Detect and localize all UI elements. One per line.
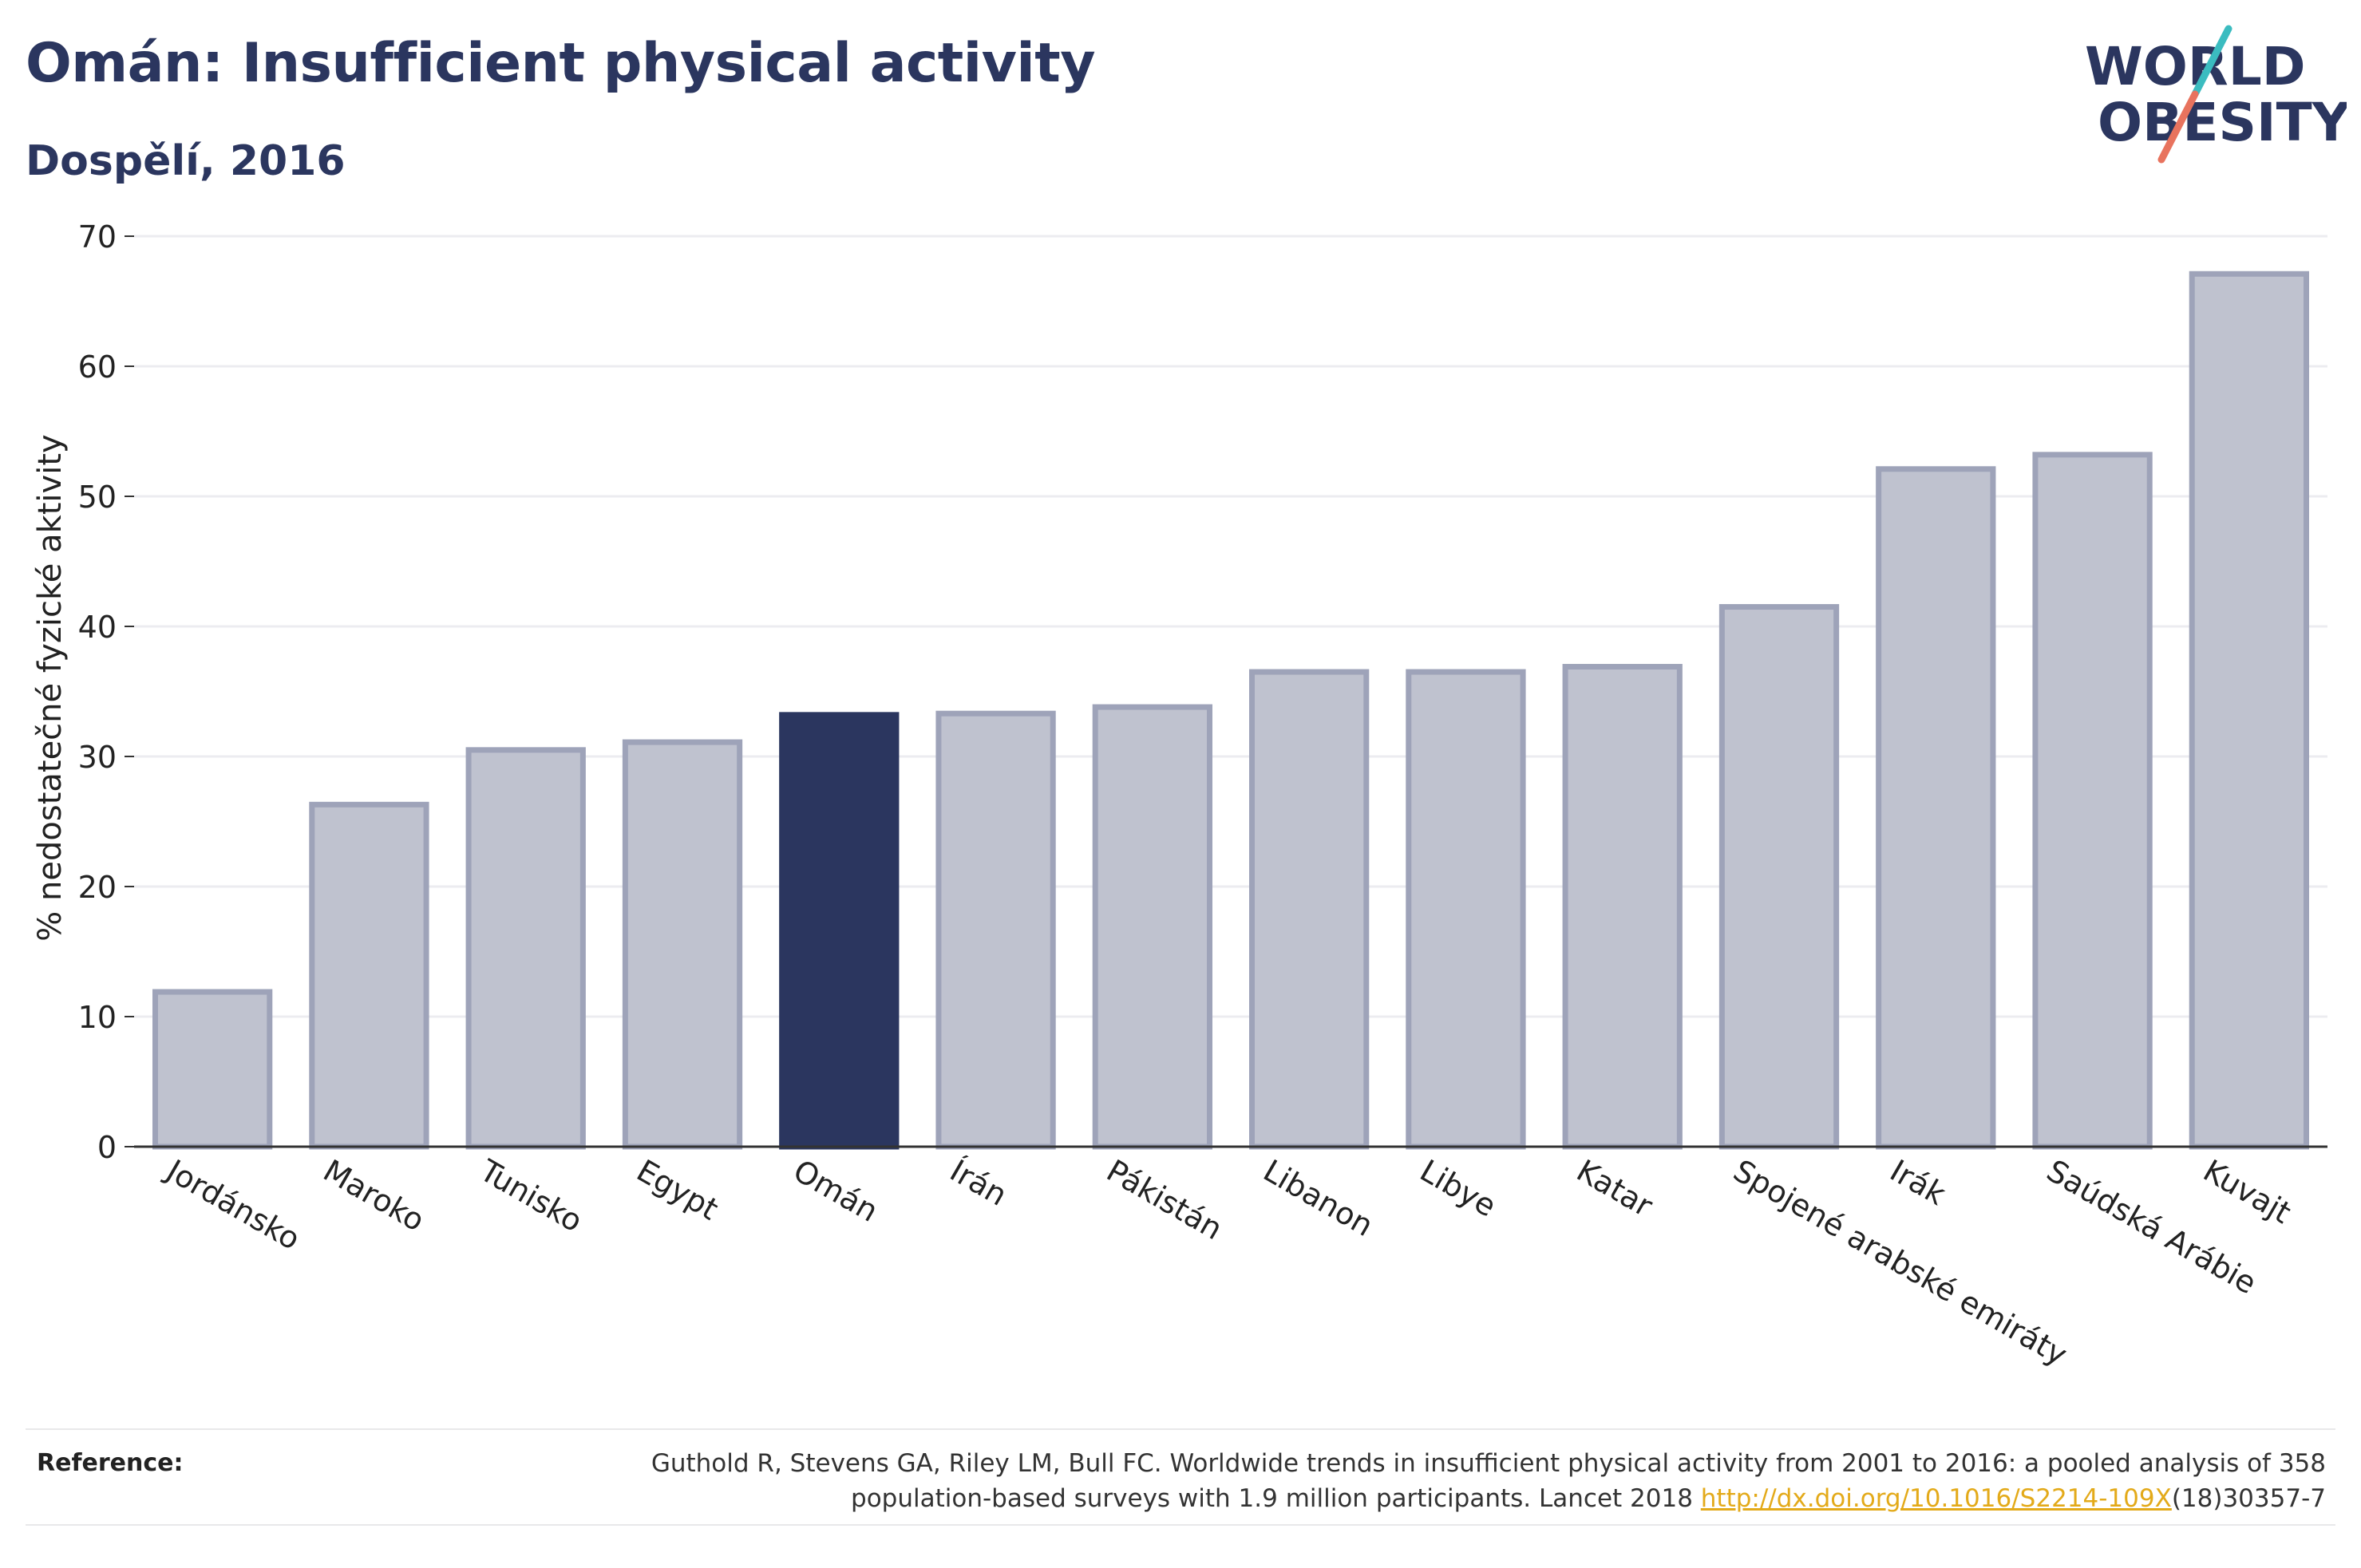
y-tick-label: 0: [97, 1130, 117, 1165]
y-axis-label: % nedostatečné fyzické aktivity: [32, 434, 69, 941]
x-tick-label: Jordánsko: [160, 1152, 306, 1257]
y-tick-label: 70: [78, 219, 117, 255]
y-tick-label: 50: [78, 480, 117, 515]
bar-highlight: [779, 712, 900, 1150]
bar: [2189, 271, 2310, 1150]
x-tick-label: Tunisko: [473, 1152, 588, 1239]
bar: [1248, 669, 1370, 1150]
y-tick-label: 40: [78, 610, 117, 645]
bar: [152, 989, 273, 1150]
x-tick-label: Pákistán: [1101, 1153, 1228, 1247]
reference-line-1: Guthold R, Stevens GA, Riley LM, Bull FC…: [651, 1449, 2326, 1478]
reference-text: Guthold R, Stevens GA, Riley LM, Bull FC…: [490, 1446, 2326, 1516]
x-tick-label: Irák: [1884, 1153, 1952, 1212]
bar: [1562, 664, 1683, 1150]
grid-lines: [134, 235, 2327, 1018]
x-tick-labels: Jordánsko Maroko Tunisko Egypt Omán Írán Pákis…: [160, 1152, 2297, 1372]
y-tick-label: 30: [78, 740, 117, 775]
world-obesity-logo: WORLD OBESITY: [2085, 25, 2347, 164]
y-tick-label: 20: [78, 870, 117, 905]
bar: [2032, 452, 2153, 1150]
x-tick-label: Omán: [788, 1153, 884, 1229]
bar: [622, 739, 743, 1150]
bar: [1718, 604, 1840, 1150]
y-tick-labels: 0 10 20 30 40 50 60 70: [78, 219, 117, 1165]
bars: [152, 271, 2310, 1150]
chart-title: Omán: Insufficient physical activity: [26, 32, 1096, 95]
axes: [125, 235, 2327, 1148]
logo-text-obesity: OBESITY: [2098, 92, 2347, 153]
bar: [1876, 466, 1996, 1150]
bar: [935, 710, 1056, 1150]
reference-line-2-post: (18)30357-7: [2171, 1484, 2326, 1513]
x-tick-label: Írán: [944, 1153, 1013, 1213]
logo-slash-coral-icon: [2157, 90, 2199, 164]
x-tick-label: Libye: [1414, 1153, 1502, 1224]
reference-label: Reference:: [37, 1449, 184, 1477]
bar: [309, 801, 429, 1150]
bar: [1092, 704, 1213, 1150]
bar: [1406, 669, 1526, 1150]
logo-slash-teal-icon: [2191, 25, 2232, 98]
reference-divider-bottom: [26, 1524, 2335, 1526]
x-tick-label: Maroko: [318, 1153, 431, 1238]
reference-line-2: population-based surveys with 1.9 millio…: [490, 1481, 2326, 1516]
reference-divider-top: [26, 1428, 2335, 1430]
y-tick-label: 10: [78, 1000, 117, 1035]
x-tick-label: Kuvajt: [2197, 1153, 2296, 1230]
x-tick-label: Egypt: [631, 1153, 724, 1227]
x-tick-label: Libanon: [1257, 1153, 1378, 1243]
reference-line-2-pre: population-based surveys with 1.9 millio…: [851, 1484, 1701, 1513]
x-tick-label: Katar: [1571, 1153, 1659, 1224]
y-tick-label: 60: [78, 350, 117, 385]
chart-subtitle: Dospělí, 2016: [26, 137, 346, 185]
bar: [465, 747, 586, 1150]
doi-link[interactable]: http://dx.doi.org/10.1016/S2214-109X: [1700, 1484, 2172, 1513]
